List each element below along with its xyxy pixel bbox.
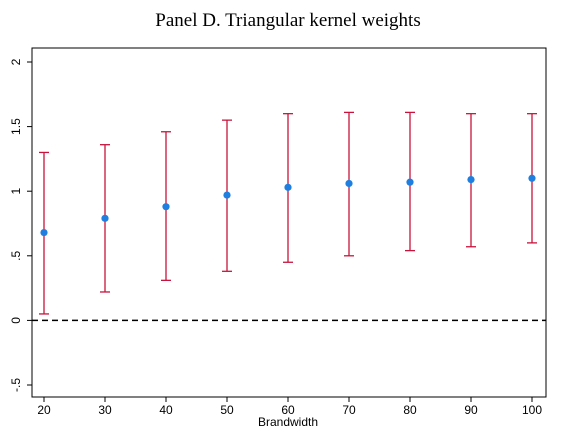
y-tick-label-0: -.5	[9, 378, 23, 392]
x-tick-label-4: 60	[281, 403, 295, 417]
x-tick-label-0: 20	[37, 403, 51, 417]
x-tick-label-8: 100	[522, 403, 542, 417]
plot-frame	[31, 47, 547, 398]
x-axis-title: Brandwidth	[258, 415, 318, 429]
y-tick-label-2: .5	[9, 250, 23, 260]
x-axis: 20 30 40 50 60 70 80 90 100	[37, 397, 542, 417]
point-estimate-20	[40, 228, 48, 237]
y-tick-label-4: 1.5	[9, 118, 23, 135]
point-estimate-70	[345, 179, 353, 188]
point-estimate-100	[528, 174, 536, 182]
chart-title: Panel D. Triangular kernel weights	[155, 10, 420, 31]
x-tick-label-2: 40	[159, 403, 173, 417]
y-axis: -.5 0 .5 1 1.5 2	[9, 58, 32, 392]
point-estimate-50	[223, 191, 231, 199]
point-estimate-90	[467, 175, 475, 184]
point-estimate-60	[284, 183, 292, 191]
x-tick-label-5: 70	[342, 403, 356, 417]
y-tick-label-5: 2	[9, 58, 23, 65]
point-estimate-40	[162, 203, 170, 211]
y-tick-label-1: 0	[9, 317, 23, 324]
x-tick-label-3: 50	[220, 403, 234, 417]
x-tick-label-7: 90	[464, 403, 478, 417]
plot-marks	[32, 111, 546, 322]
point-estimate-80	[406, 178, 414, 186]
y-tick-label-3: 1	[9, 188, 23, 195]
x-tick-label-1: 30	[98, 403, 112, 417]
x-tick-label-6: 80	[403, 403, 417, 417]
point-estimate-30	[101, 214, 109, 222]
